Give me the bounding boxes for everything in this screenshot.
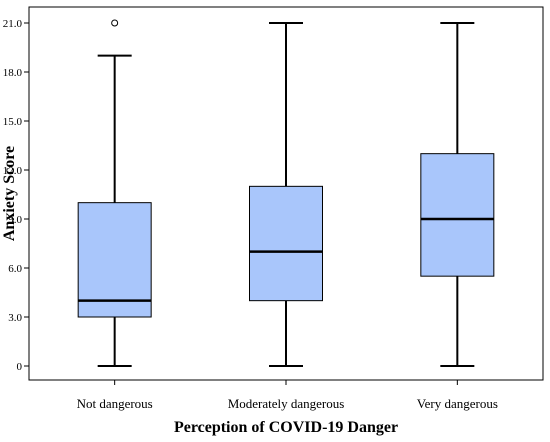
x-axis-ticks: Not dangerous Moderately dangerous Very da… xyxy=(77,380,498,411)
iqr-box xyxy=(249,185,323,302)
box-not-dangerous xyxy=(77,19,152,367)
iqr-box xyxy=(420,153,495,277)
y-tick-label: 12.0 xyxy=(3,165,23,177)
y-tick-label: 0 xyxy=(17,361,23,373)
x-tick-label: Very dangerous xyxy=(417,396,498,411)
y-tick-label: 3.0 xyxy=(8,312,22,324)
x-tick-label: Not dangerous xyxy=(77,396,153,411)
iqr-box xyxy=(77,202,152,318)
box-very-dangerous xyxy=(420,22,495,367)
outlier-point xyxy=(111,19,119,27)
boxes-group xyxy=(77,19,495,367)
x-tick-label: Moderately dangerous xyxy=(228,396,345,411)
y-tick-label: 6.0 xyxy=(8,263,22,275)
y-axis-ticks: 0 3.0 6.0 9.0 12.0 15.0 18.0 21.0 xyxy=(3,18,29,373)
y-tick-label: 15.0 xyxy=(3,116,23,128)
y-tick-label: 21.0 xyxy=(3,18,23,30)
y-axis-title: Anxiety Score xyxy=(1,146,18,241)
box-moderately-dangerous xyxy=(249,22,323,367)
x-axis-title: Perception of COVID-19 Danger xyxy=(174,419,398,436)
y-tick-label: 9.0 xyxy=(8,214,22,226)
y-tick-label: 18.0 xyxy=(3,67,23,79)
